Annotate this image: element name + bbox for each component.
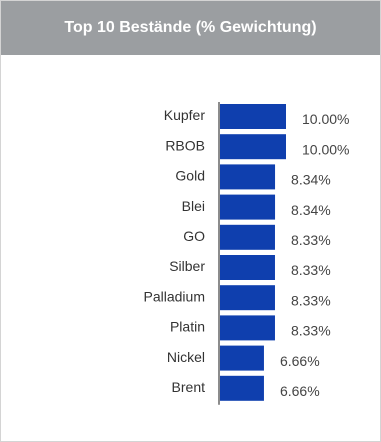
- category-label: RBOB: [165, 137, 205, 153]
- bar-palladium: [220, 285, 275, 311]
- value-label: 8.33%: [291, 323, 331, 339]
- category-label: Kupfer: [164, 107, 206, 123]
- bar-brent: [220, 375, 264, 401]
- value-label: 6.66%: [280, 383, 320, 399]
- category-label: Nickel: [167, 349, 205, 365]
- bar-silber: [220, 255, 275, 280]
- bar-platin: [220, 315, 275, 341]
- value-label: 8.33%: [291, 292, 331, 308]
- card-title: Top 10 Bestände (% Gewichtung): [64, 19, 317, 36]
- category-label: Palladium: [144, 288, 205, 304]
- bar-rbob: [220, 134, 286, 160]
- category-label: Brent: [172, 379, 206, 395]
- category-label: Platin: [170, 319, 205, 335]
- category-label: Gold: [175, 168, 205, 184]
- value-label: 8.33%: [291, 262, 331, 278]
- value-label: 10.00%: [302, 141, 349, 157]
- bar-kupfer: [220, 104, 286, 129]
- category-label: Silber: [169, 258, 205, 274]
- bar-gold: [220, 164, 276, 190]
- bar-nickel: [220, 345, 264, 371]
- category-label: Blei: [182, 198, 205, 214]
- value-label: 8.34%: [291, 202, 331, 218]
- bar-go: [220, 224, 275, 250]
- value-label: 8.33%: [291, 232, 331, 248]
- value-label: 10.00%: [302, 111, 349, 127]
- value-label: 8.34%: [291, 172, 331, 188]
- value-label: 6.66%: [280, 353, 320, 369]
- bar-blei: [220, 194, 276, 220]
- card-header: Top 10 Bestände (% Gewichtung): [1, 1, 380, 55]
- category-label: GO: [183, 228, 205, 244]
